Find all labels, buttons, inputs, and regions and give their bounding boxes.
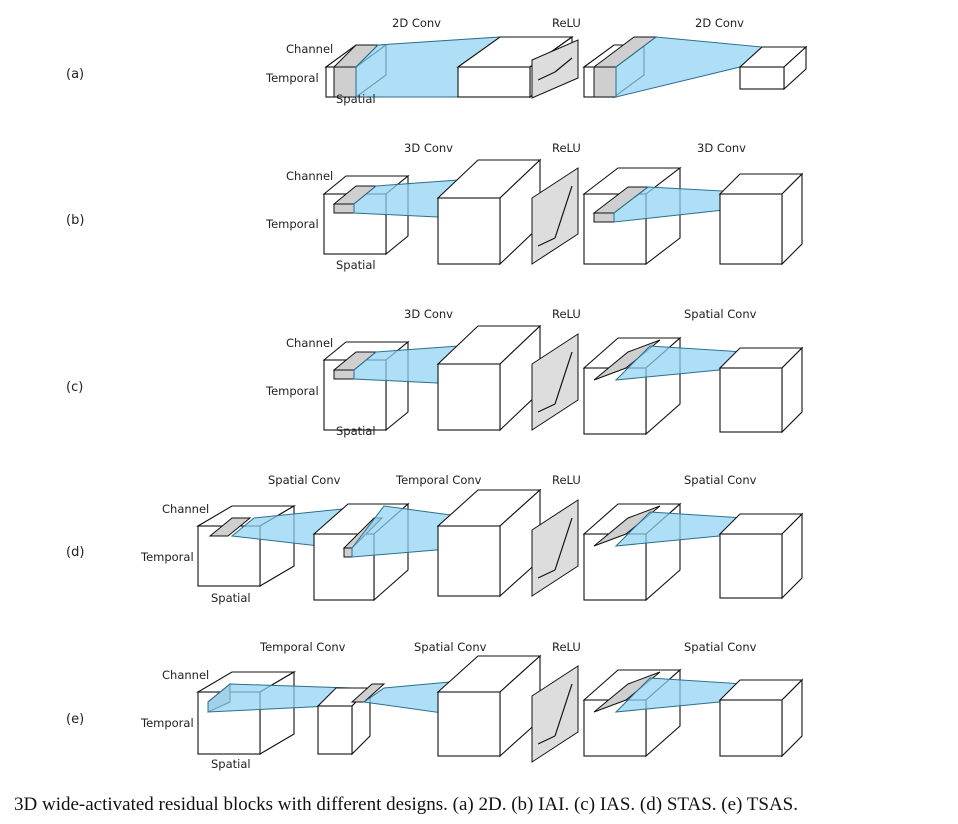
row-a-op-1: 2D Conv xyxy=(392,16,441,30)
row-c-kernel-1-front xyxy=(333,369,355,380)
row-e-spatial-label: Spatial xyxy=(211,757,251,771)
row-b-hidden-block-front xyxy=(437,197,501,265)
row-c-mid-block-front xyxy=(583,367,647,435)
row-a-kernel-2-front xyxy=(593,66,617,98)
row-e-op-4: Spatial Conv xyxy=(684,640,757,654)
row-c-spatial-label: Spatial xyxy=(336,424,376,438)
row-d-op-2: Temporal Conv xyxy=(395,473,482,487)
row-e-relu-curve-rise xyxy=(554,683,573,737)
row-e-op-1: Temporal Conv xyxy=(259,640,346,654)
row-c-relu-curve-flat xyxy=(537,403,556,413)
row-b-channel-label: Channel xyxy=(286,169,333,183)
row-b-op-2: ReLU xyxy=(552,141,581,155)
row-d-temporal-label: Temporal xyxy=(140,550,194,564)
row-b-output-block-front xyxy=(719,193,783,265)
row-e-mid-block-1-front xyxy=(317,705,353,755)
row-e-hidden-block-front xyxy=(437,691,501,757)
row-a-spatial-label: Spatial xyxy=(336,92,376,106)
row-b-spatial-label: Spatial xyxy=(336,258,376,272)
row-e-op-3: ReLU xyxy=(552,640,581,654)
row-b-kernel-2-front xyxy=(593,212,615,223)
row-d-op-4: Spatial Conv xyxy=(684,473,757,487)
row-d-spatial-label: Spatial xyxy=(211,591,251,605)
row-c-output-block-front xyxy=(719,367,783,433)
row-c-op-2: ReLU xyxy=(552,307,581,321)
row-e-op-2: Spatial Conv xyxy=(414,640,487,654)
row-b-relu-panel xyxy=(531,167,579,265)
row-c-label: (c) xyxy=(66,380,83,395)
row-c-op-3: Spatial Conv xyxy=(684,307,757,321)
row-b-kernel-1-front xyxy=(333,203,355,214)
row-a-output-block-front xyxy=(739,66,785,90)
row-b-relu-curve-rise xyxy=(554,185,573,239)
row-c-op-1: 3D Conv xyxy=(404,307,453,321)
row-a-relu-curve-rise xyxy=(554,57,573,73)
row-d-relu-curve-rise xyxy=(554,517,573,571)
row-a-op-2: ReLU xyxy=(552,16,581,30)
row-b-op-3: 3D Conv xyxy=(697,141,746,155)
row-a-relu-curve-flat xyxy=(537,71,556,81)
row-c-kernel-2 xyxy=(593,339,661,381)
row-e-temporal-label: Temporal xyxy=(140,716,194,730)
row-a-temporal-label: Temporal xyxy=(265,71,319,85)
row-a-label: (a) xyxy=(66,67,84,82)
row-c-relu-panel xyxy=(531,333,579,431)
row-d-channel-label: Channel xyxy=(162,502,209,516)
row-a-hidden-block-front xyxy=(457,66,531,98)
row-d-op-3: ReLU xyxy=(552,473,581,487)
row-c-relu-curve-rise xyxy=(554,351,573,405)
row-b-op-1: 3D Conv xyxy=(404,141,453,155)
row-b-label: (b) xyxy=(66,213,84,228)
row-d-label: (d) xyxy=(66,545,84,560)
row-d-kernel-3 xyxy=(593,505,661,547)
row-e-relu-panel xyxy=(531,665,579,763)
row-c-hidden-block-front xyxy=(437,363,501,431)
row-d-kernel-1 xyxy=(208,517,252,537)
row-e-channel-label: Channel xyxy=(162,668,209,682)
row-d-relu-panel xyxy=(531,499,579,597)
row-a-channel-label: Channel xyxy=(286,42,333,56)
row-e-kernel-2 xyxy=(350,683,386,703)
row-e-label: (e) xyxy=(66,712,84,727)
row-b-temporal-label: Temporal xyxy=(265,217,319,231)
row-e-output-block-front xyxy=(719,699,783,757)
row-b-relu-curve-flat xyxy=(537,237,556,247)
row-d-kernel-2-front xyxy=(343,547,353,558)
figure-caption: 3D wide-activated residual blocks with d… xyxy=(14,794,798,815)
row-a-relu-panel xyxy=(531,39,579,99)
row-e-relu-curve-flat xyxy=(537,735,556,745)
row-a-op-3: 2D Conv xyxy=(695,16,744,30)
row-e-kernel-3 xyxy=(593,671,661,713)
row-d-op-1: Spatial Conv xyxy=(268,473,341,487)
row-d-output-block-front xyxy=(719,533,783,599)
row-c-temporal-label: Temporal xyxy=(265,384,319,398)
row-c-channel-label: Channel xyxy=(286,336,333,350)
row-d-relu-curve-flat xyxy=(537,569,556,579)
row-d-hidden-block-front xyxy=(437,525,501,597)
